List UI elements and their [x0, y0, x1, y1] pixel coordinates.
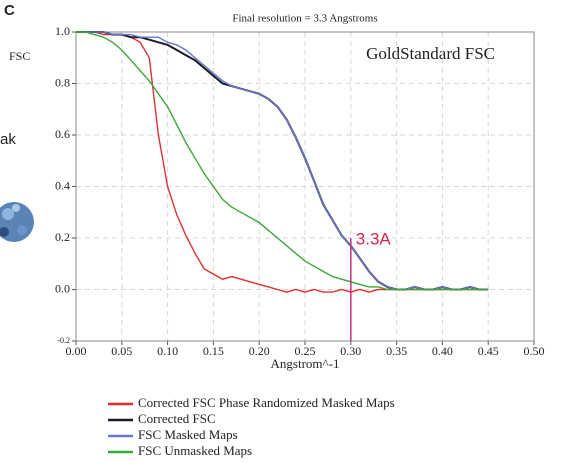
figure-panel: C FSC ak Final resolution = 3.3 Angstrom…: [0, 0, 562, 463]
legend-label: Corrected FSC: [138, 411, 216, 426]
inset-title: GoldStandard FSC: [366, 44, 495, 63]
x-tick-label: 0.25: [295, 344, 316, 358]
y-tick-label: 0.8: [55, 75, 70, 89]
side-text: FSC: [9, 49, 30, 63]
fsc-line: [76, 32, 488, 292]
x-tick-label: 0.00: [66, 344, 87, 358]
side-text: ak: [0, 131, 16, 148]
resolution-annotation: 3.3A: [356, 229, 392, 248]
legend-label: Corrected FSC Phase Randomized Masked Ma…: [138, 395, 395, 410]
fsc-line: [76, 32, 488, 290]
fsc-line: [76, 32, 488, 290]
fsc-line: [76, 32, 488, 290]
x-tick-label: 0.35: [386, 344, 407, 358]
x-tick-label: 0.15: [203, 344, 224, 358]
chart-title: Final resolution = 3.3 Angstroms: [232, 13, 377, 25]
x-tick-label: 0.05: [111, 344, 132, 358]
legend-label: FSC Masked Maps: [138, 427, 238, 442]
y-tick-label: 1.0: [55, 24, 70, 38]
y-tick-label: 0.4: [55, 178, 70, 192]
y-tick-label: 0.0: [55, 281, 70, 295]
x-tick-label: 0.40: [432, 344, 453, 358]
molecule-thumbnail: [0, 202, 34, 242]
x-tick-label: 0.50: [524, 344, 545, 358]
y-tick-label: -0.2: [57, 336, 70, 345]
y-tick-label: 0.2: [55, 230, 70, 244]
x-tick-label: 0.10: [157, 344, 178, 358]
legend-label: FSC Unmasked Maps: [138, 443, 252, 458]
panel-label: C: [4, 2, 15, 19]
x-tick-label: 0.45: [478, 344, 499, 358]
x-tick-label: 0.30: [340, 344, 361, 358]
x-axis-label: Angstrom^-1: [271, 356, 340, 371]
y-tick-label: 0.6: [55, 127, 70, 141]
x-tick-label: 0.20: [249, 344, 270, 358]
